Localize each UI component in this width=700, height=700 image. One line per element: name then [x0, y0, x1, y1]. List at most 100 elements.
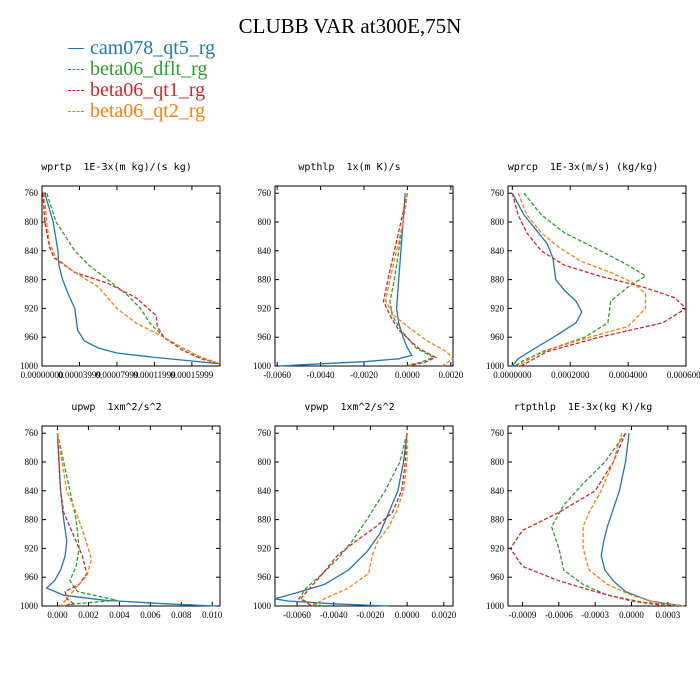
- series-beta06_qt2_rg: [311, 433, 408, 607]
- series-beta06_dflt_rg: [514, 192, 647, 367]
- panel-wpthlp: wpthlp 1x(m K)/s 760 800 840 880 920 960 1000-…: [233, 162, 466, 390]
- plot-frame: [507, 425, 687, 607]
- series-beta06_qt1_rg: [382, 193, 438, 367]
- y-tick-label: 960: [25, 572, 39, 582]
- x-tick-label: -0.0060: [283, 610, 311, 620]
- figure-title: CLUBB VAR at300E,75N: [238, 14, 462, 38]
- y-tick-label: 840: [25, 246, 39, 256]
- legend-swatch: [68, 111, 84, 112]
- legend-label: beta06_dflt_rg: [90, 58, 208, 80]
- series-beta06_dflt_rg: [297, 433, 408, 607]
- panel-title: wprcp 1E-3x(m/s) (kg/kg): [507, 162, 659, 173]
- series-beta06_qt1_rg: [511, 193, 688, 367]
- y-tick-label: 840: [258, 246, 272, 256]
- panel-title: upwp 1xm^2/s^2: [71, 402, 162, 413]
- series-beta06_qt1_rg: [299, 433, 408, 607]
- plot-wprtp: 760 800 840 880 920 960 10000.000000000.000039…: [20, 185, 221, 380]
- y-tick-label: 840: [25, 486, 39, 496]
- y-tick-label: 920: [25, 543, 39, 553]
- series-cam078_qt5_rg: [511, 192, 583, 367]
- y-tick-label: 760: [491, 188, 505, 198]
- y-tick-label: 880: [25, 515, 39, 525]
- y-tick-label: 960: [258, 332, 272, 342]
- series-beta06_qt2_rg: [385, 193, 454, 367]
- x-tick-label: 0.00011999: [133, 370, 176, 380]
- legend-item: cam078_qt5_rg: [68, 37, 215, 59]
- y-tick-label: 960: [491, 572, 505, 582]
- series-beta06_qt2_rg: [582, 433, 684, 607]
- y-tick-label: 1000: [486, 601, 505, 611]
- y-tick-label: 960: [491, 332, 505, 342]
- y-tick-label: 920: [491, 543, 505, 553]
- y-tick-label: 1000: [253, 361, 272, 371]
- y-tick-label: 760: [258, 188, 272, 198]
- panel-title: wprtp 1E-3x(m kg)/(s kg): [41, 162, 192, 173]
- y-tick-label: 800: [258, 217, 272, 227]
- legend-label: beta06_qt2_rg: [90, 100, 206, 122]
- x-tick-label: -0.0040: [307, 370, 335, 380]
- x-tick-label: -0.0040: [320, 610, 348, 620]
- x-tick-label: 0.0000000: [493, 370, 532, 380]
- x-tick-label: 0.00007999: [96, 370, 139, 380]
- series-cam078_qt5_rg: [45, 433, 216, 607]
- series-cam078_qt5_rg: [279, 193, 413, 367]
- y-tick-label: 800: [25, 457, 39, 467]
- series-beta06_qt1_rg: [42, 193, 221, 365]
- y-tick-label: 960: [258, 572, 272, 582]
- x-tick-label: 0.0002000: [551, 370, 590, 380]
- x-tick-label: -0.0060: [263, 370, 291, 380]
- x-tick-label: 0.0006000: [667, 370, 700, 380]
- plot-wpthlp: 760 800 840 880 920 960 1000-0.0060 -0.0040 -0.0…: [253, 185, 464, 380]
- y-tick-label: 880: [25, 275, 39, 285]
- y-tick-label: 800: [258, 457, 272, 467]
- y-tick-label: 1000: [20, 601, 39, 611]
- legend: cam078_qt5_rg beta06_dflt_rg beta06_qt1_…: [68, 37, 215, 122]
- y-tick-label: 800: [491, 457, 505, 467]
- series-beta06_qt2_rg: [56, 433, 93, 607]
- legend-item: beta06_qt1_rg: [68, 79, 215, 101]
- x-tick-label: 0.0003: [655, 610, 680, 620]
- x-tick-label: 0.0020: [438, 370, 463, 380]
- panel-wprtp: wprtp 1E-3x(m kg)/(s kg) 760 800 840 880 920…: [0, 162, 233, 390]
- series-beta06_dflt_rg: [56, 433, 117, 607]
- series-cam078_qt5_rg: [600, 433, 684, 607]
- legend-item: beta06_qt2_rg: [68, 100, 215, 122]
- x-tick-label: 0.0000: [619, 610, 644, 620]
- x-tick-label: 0.0004000: [609, 370, 648, 380]
- x-tick-label: 0.0000: [395, 610, 420, 620]
- plot-frame: [41, 425, 221, 607]
- legend-swatch: [68, 90, 84, 91]
- x-tick-label: -0.0006: [545, 610, 573, 620]
- x-tick-label: 0.0020: [431, 610, 456, 620]
- panel-title: rtpthlp 1E-3x(kg K)/kg: [513, 402, 653, 413]
- x-tick-label: 0.00015999: [171, 370, 214, 380]
- y-tick-label: 840: [491, 246, 505, 256]
- series-beta06_qt2_rg: [517, 192, 647, 367]
- y-tick-label: 760: [25, 428, 39, 438]
- y-tick-label: 800: [491, 217, 505, 227]
- legend-label: beta06_qt1_rg: [90, 79, 206, 101]
- panel-title: wpthlp 1x(m K)/s: [298, 162, 401, 173]
- x-tick-label: 0.006: [140, 610, 161, 620]
- x-tick-label: 0.010: [202, 610, 223, 620]
- y-tick-label: 880: [258, 515, 272, 525]
- legend-item: beta06_dflt_rg: [68, 58, 215, 80]
- plot-vpwp: 760 800 840 880 920 960 1000 -0.0060 -0.0040 -0.0…: [253, 425, 457, 620]
- panel-vpwp: vpwp 1xm^2/s^2 760 800 840 880 920 960 1000 -0.…: [233, 402, 466, 630]
- y-tick-label: 840: [258, 486, 272, 496]
- panel-upwp: upwp 1xm^2/s^2 760 800 840 880 920 960 1000 0.0…: [0, 402, 233, 630]
- series-cam078_qt5_rg: [44, 193, 221, 365]
- y-tick-label: 760: [258, 428, 272, 438]
- x-tick-label: 0.008: [171, 610, 192, 620]
- plot-rtpthlp: 760 800 840 880 920 960 1000 -0.0009 -0.0006 -0.0…: [486, 425, 687, 620]
- y-tick-label: 880: [258, 275, 272, 285]
- y-tick-label: 880: [491, 275, 505, 285]
- y-tick-label: 920: [25, 303, 39, 313]
- x-tick-label: 0.004: [109, 610, 130, 620]
- y-tick-label: 920: [258, 543, 272, 553]
- y-tick-label: 840: [491, 486, 505, 496]
- panel-wprcp: wprcp 1E-3x(m/s) (kg/kg) 760 800 840 880 920…: [466, 162, 700, 390]
- plot-frame: [274, 425, 454, 607]
- y-tick-label: 760: [491, 428, 505, 438]
